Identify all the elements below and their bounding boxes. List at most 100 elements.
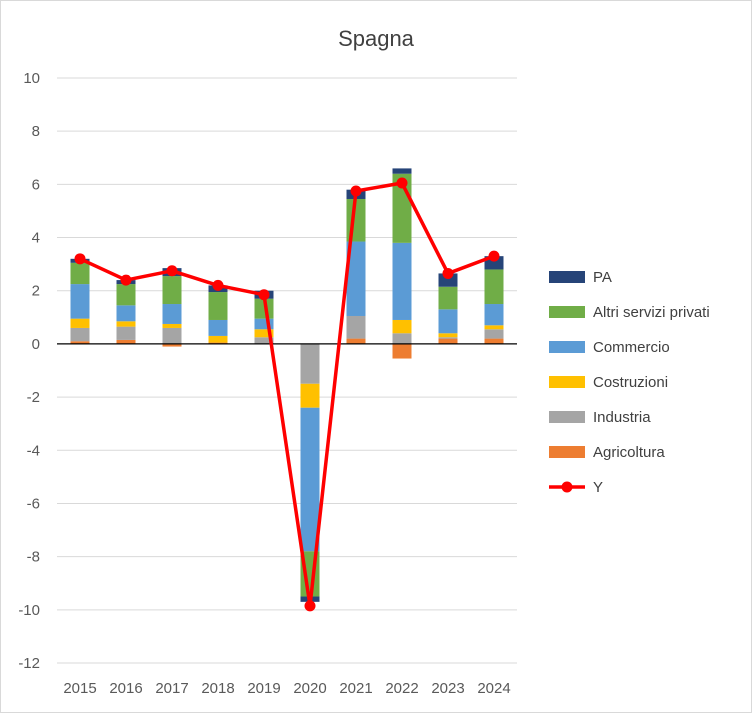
y-tick-label: -10 [18,602,40,619]
legend-swatch-costruzioni [549,376,585,388]
bar-industria-2021 [346,315,366,339]
legend-item-agricoltura: Agricoltura [549,444,665,461]
bar-altri-servizi-privati-2018 [208,292,228,320]
bar-industria-2022 [392,333,412,344]
x-tick-label-2022: 2022 [385,680,418,697]
bar-commercio-2017 [162,304,182,324]
bar-agricoltura-2015 [70,341,90,344]
x-tick-label-2019: 2019 [247,680,280,697]
bar-agricoltura-2016 [116,339,136,344]
bar-costruzioni-2018 [208,335,228,343]
y-tick-label: 10 [23,70,40,87]
x-tick-label-2016: 2016 [109,680,142,697]
legend-point-marker [561,481,573,493]
legend-label: Commercio [593,339,670,356]
legend-item-costruzioni: Costruzioni [549,374,668,391]
bar-costruzioni-2017 [162,323,182,328]
line-series-y [74,177,500,612]
legend-swatch-altri-servizi-privati [549,306,585,318]
bar-agricoltura-2022 [392,343,412,359]
legend-label: Agricoltura [593,444,665,461]
bar-costruzioni-2024 [484,325,504,330]
line-point-2018 [212,279,224,291]
bar-industria-2020 [300,343,320,384]
line-point-2015 [74,253,86,265]
line-point-2017 [166,265,178,277]
legend: PA Altri servizi privati Commercio Costruzi… [549,269,710,496]
bar-costruzioni-2020 [300,383,320,408]
bar-agricoltura-2024 [484,338,504,344]
bar-agricoltura-2023 [438,338,458,344]
legend-label: Industria [593,409,651,426]
bar-costruzioni-2016 [116,321,136,327]
bar-altri-servizi-privati-2016 [116,284,136,306]
legend-swatch-industria [549,411,585,423]
bar-industria-2019 [254,337,274,344]
bar-industria-2015 [70,327,90,342]
bar-pa-2022 [392,168,412,174]
bar-agricoltura-2021 [346,338,366,344]
bar-altri-servizi-privati-2023 [438,286,458,310]
bar-agricoltura-2017 [162,343,182,347]
line-point-2022 [396,177,408,189]
y-tick-label: -4 [27,442,40,459]
bar-commercio-2019 [254,318,274,330]
bar-altri-servizi-privati-2024 [484,269,504,305]
legend-item-commercio: Commercio [549,339,670,356]
legend-label: PA [593,269,612,286]
bar-industria-2017 [162,327,182,344]
bar-commercio-2018 [208,319,228,336]
legend-label: Y [593,479,603,496]
x-tick-label-2020: 2020 [293,680,326,697]
line-point-2021 [350,185,362,197]
line-y [79,181,495,608]
line-point-2016 [120,274,132,286]
bar-altri-servizi-privati-2019 [254,298,274,319]
bar-commercio-2022 [392,242,412,320]
bar-altri-servizi-privati-2015 [70,262,90,285]
line-point-2024 [488,250,500,262]
legend-item-industria: Industria [549,409,651,426]
bar-pa-2023 [438,273,458,287]
chart-title: Spagna [338,26,415,51]
legend-swatch-agricoltura [549,446,585,458]
bar-costruzioni-2022 [392,319,412,334]
bar-industria-2023 [438,337,458,339]
x-axis-categories: 2015 2016 2017 2018 2019 2020 2021 2022 2023 2024 [63,680,510,697]
y-tick-label: 0 [32,336,40,353]
y-tick-label: 4 [32,230,40,247]
x-tick-label-2024: 2024 [477,680,510,697]
legend-item-pa: PA [549,269,612,286]
bar-commercio-2016 [116,305,136,322]
bar-industria-2024 [484,329,504,339]
bar-commercio-2015 [70,284,90,319]
bar-commercio-2023 [438,309,458,334]
y-axis-ticks: 10 8 6 4 2 0 -2 -4 -6 -8 -10 -12 [18,70,40,672]
bar-industria-2016 [116,326,136,340]
y-tick-label: -12 [18,655,40,672]
bar-costruzioni-2015 [70,318,90,328]
legend-item-y: Y [549,479,603,496]
legend-swatch-commercio [549,341,585,353]
bar-agricoltura-2018 [208,342,228,344]
y-tick-label: 8 [32,123,40,140]
bar-stacks [70,168,504,602]
y-tick-label: -8 [27,549,40,566]
bar-commercio-2024 [484,304,504,326]
bar-commercio-2021 [346,241,366,316]
legend-swatch-pa [549,271,585,283]
x-tick-label-2023: 2023 [431,680,464,697]
y-tick-label: -6 [27,495,40,512]
y-tick-label: 2 [32,283,40,300]
legend-label: Costruzioni [593,374,668,391]
bar-commercio-2020 [300,407,320,552]
gridlines [57,77,517,664]
y-tick-label: 6 [32,176,40,193]
legend-label: Altri servizi privati [593,304,710,321]
line-point-2023 [442,267,454,279]
bar-altri-servizi-privati-2017 [162,276,182,305]
bar-costruzioni-2023 [438,333,458,338]
line-point-2019 [258,289,270,301]
y-tick-label: -2 [27,389,40,406]
